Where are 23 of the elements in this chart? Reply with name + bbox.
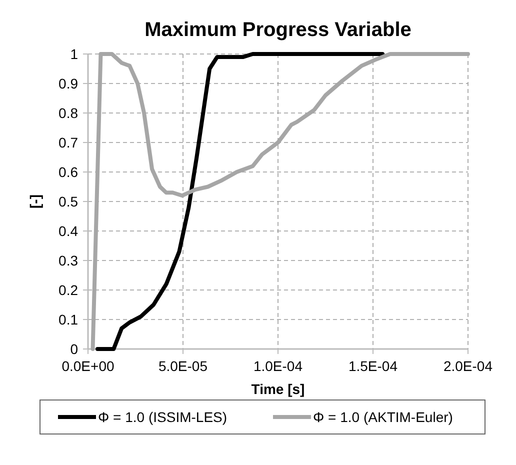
x-tick-label: 1.0E-04: [253, 358, 303, 374]
y-tick-label: 0.9: [58, 75, 78, 92]
y-tick-label: 0: [70, 340, 78, 357]
line-series: [96, 52, 384, 351]
y-tick-label: 0.5: [58, 193, 78, 210]
x-tick-label: 1.5E-04: [348, 358, 398, 374]
y-tick-label: 1: [70, 46, 78, 62]
x-tick-label: 5.0E-05: [158, 358, 208, 374]
y-axis-title: [-]: [27, 194, 43, 208]
y-tick-label: 0.7: [58, 134, 78, 150]
y-tick-label: 0.3: [58, 252, 78, 268]
x-tick-label: 0.0E+00: [62, 358, 114, 374]
x-axis-title: Time [s]: [251, 381, 305, 397]
y-tick-label: 0.4: [58, 222, 78, 239]
line-series: [90, 52, 470, 351]
y-tick-label: 0.1: [58, 311, 78, 328]
y-tick-label: 0.8: [58, 104, 78, 121]
x-tick-label: 2.0E-04: [443, 358, 493, 374]
legend-label: Φ = 1.0 (ISSIM-LES): [98, 408, 228, 425]
y-tick-label: 0.6: [58, 164, 78, 180]
y-tick-label: 0.2: [58, 282, 78, 298]
chart-title: Maximum Progress Variable: [144, 19, 412, 41]
legend-label: Φ = 1.0 (AKTIM-Euler): [313, 408, 453, 425]
